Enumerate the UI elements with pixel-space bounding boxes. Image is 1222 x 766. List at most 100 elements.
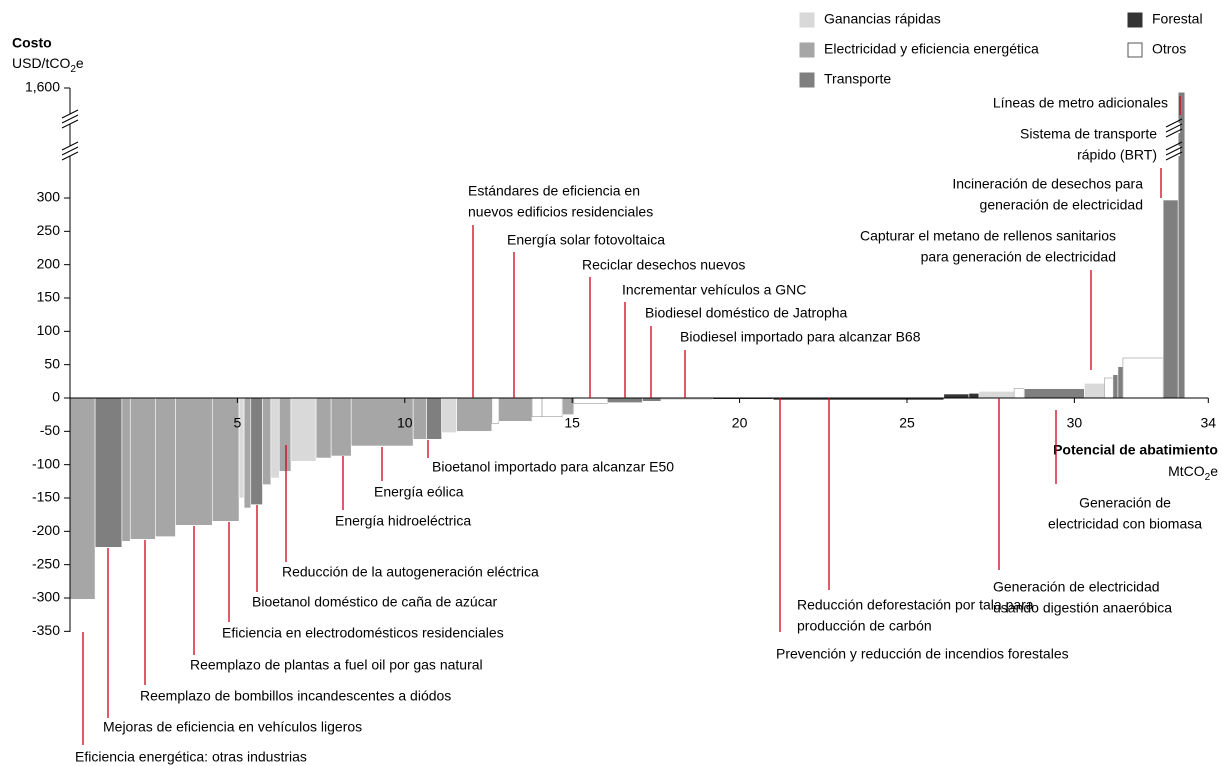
x-axis-unit: MtCO2e <box>1168 463 1218 483</box>
bar <box>1117 366 1124 399</box>
annotation: Reemplazo de bombillos incandescentes a … <box>140 688 451 704</box>
annotation: producción de carbón <box>797 618 932 634</box>
y-tick-label: 100 <box>37 322 61 338</box>
y-tick-label: 300 <box>37 189 61 205</box>
y-tick-label: -250 <box>32 555 60 571</box>
y-axis-label: Costo <box>12 35 52 51</box>
annotation: Biodiesel importado para alcanzar B68 <box>680 329 921 345</box>
bar <box>1104 377 1114 399</box>
bar <box>1013 388 1025 399</box>
legend-label: Ganancias rápidas <box>824 11 941 27</box>
y-tick-label: 0 <box>52 389 60 405</box>
unit-part: USD/tCO <box>12 55 70 71</box>
annotation: Energía eólica <box>374 484 464 500</box>
bar <box>175 397 213 526</box>
axis-break <box>61 119 79 129</box>
bar <box>129 397 156 540</box>
bar <box>1177 91 1186 399</box>
annotation: Bioetanol doméstico de caña de azúcar <box>252 594 497 610</box>
axis-break <box>61 109 79 119</box>
bar <box>1162 199 1179 399</box>
axis-break <box>1165 146 1183 156</box>
axis-break <box>1165 141 1183 151</box>
legend-swatch <box>1127 42 1143 58</box>
annotation: Líneas de metro adicionales <box>993 95 1168 111</box>
axis-break <box>61 146 79 156</box>
annotation: para generación de electricidad <box>921 249 1116 265</box>
annotation: Biodiesel doméstico de Jatropha <box>645 305 848 321</box>
legend-swatch <box>799 12 815 28</box>
bar <box>1112 374 1119 399</box>
unit-part: MtCO <box>1168 463 1205 479</box>
unit-part: e <box>1210 463 1218 479</box>
annotation: Reciclar desechos nuevos <box>582 257 745 273</box>
bar <box>968 393 980 399</box>
annotation: rápido (BRT) <box>1077 147 1157 163</box>
bar <box>531 397 543 417</box>
legend-label: Transporte <box>824 71 891 87</box>
bar <box>315 397 332 459</box>
annotation: Energía solar fotovoltaica <box>507 232 665 248</box>
annotation: Energía hidroeléctrica <box>335 513 471 529</box>
bar <box>278 397 292 472</box>
y-tick-label: -100 <box>32 455 60 471</box>
bar <box>978 391 1015 399</box>
bar <box>498 397 533 422</box>
legend-label: Electricidad y eficiencia energética <box>824 41 1039 57</box>
annotation: Reemplazo de plantas a fuel oil por gas … <box>190 657 483 673</box>
unit-sub: 2 <box>1205 472 1211 483</box>
x-tick-label: 15 <box>564 415 580 431</box>
y-tick-label: -350 <box>32 622 60 638</box>
y-tick-label: -300 <box>32 589 60 605</box>
annotation: Eficiencia en electrodomésticos residenc… <box>222 625 504 641</box>
unit-sub: 2 <box>70 64 76 75</box>
annotation: Mejoras de eficiencia en vehículos liger… <box>103 719 362 735</box>
axis-break <box>1165 118 1183 128</box>
bar <box>943 393 970 399</box>
x-tick-label: 20 <box>732 415 748 431</box>
annotation: Incrementar vehículos a GNC <box>622 282 806 298</box>
bar <box>250 397 263 505</box>
annotation: Eficiencia energética: otras industrias <box>75 749 307 765</box>
axis-break <box>1165 123 1183 133</box>
annotation: generación de electricidad <box>980 197 1143 213</box>
bar <box>290 397 317 462</box>
y-tick-label: 1,600 <box>25 79 60 95</box>
bar <box>69 397 96 600</box>
axis-break <box>1165 151 1183 161</box>
annotation: Generación de electricidad <box>993 579 1160 595</box>
y-tick-label: 250 <box>37 222 61 238</box>
axis-break <box>61 151 79 161</box>
bar <box>456 397 493 432</box>
bar <box>1122 357 1164 399</box>
bar <box>350 397 414 447</box>
x-axis-label: Potencial de abatimiento <box>1053 442 1218 458</box>
bar <box>330 397 352 457</box>
bar <box>573 397 608 404</box>
bar <box>262 397 272 485</box>
annotation: Reducción deforestación por tala para <box>797 597 1034 613</box>
bar <box>155 397 176 537</box>
x-tick-label: 5 <box>233 415 241 431</box>
annotation: nuevos edificios residenciales <box>468 204 653 220</box>
bar <box>270 397 280 479</box>
y-tick-label: 150 <box>37 289 61 305</box>
x-tick-label: 25 <box>899 415 915 431</box>
y-axis-unit: USD/tCO2e <box>12 55 84 75</box>
bar <box>121 397 131 542</box>
annotation: Prevención y reducción de incendios fore… <box>776 646 1069 662</box>
x-tick-label: 30 <box>1067 415 1083 431</box>
legend-swatch <box>799 72 815 88</box>
bar <box>238 397 245 499</box>
bar <box>491 397 499 424</box>
y-tick-label: -50 <box>40 422 60 438</box>
legend-swatch <box>1127 12 1143 28</box>
bar <box>243 397 252 509</box>
bar <box>412 397 427 440</box>
bar <box>1084 383 1105 399</box>
legend-label: Otros <box>1152 41 1186 57</box>
y-tick-label: 50 <box>44 355 60 371</box>
bar <box>1023 388 1085 399</box>
annotation: usando digestión anaeróbica <box>993 600 1172 616</box>
annotation: Sistema de transporte <box>1020 126 1157 142</box>
